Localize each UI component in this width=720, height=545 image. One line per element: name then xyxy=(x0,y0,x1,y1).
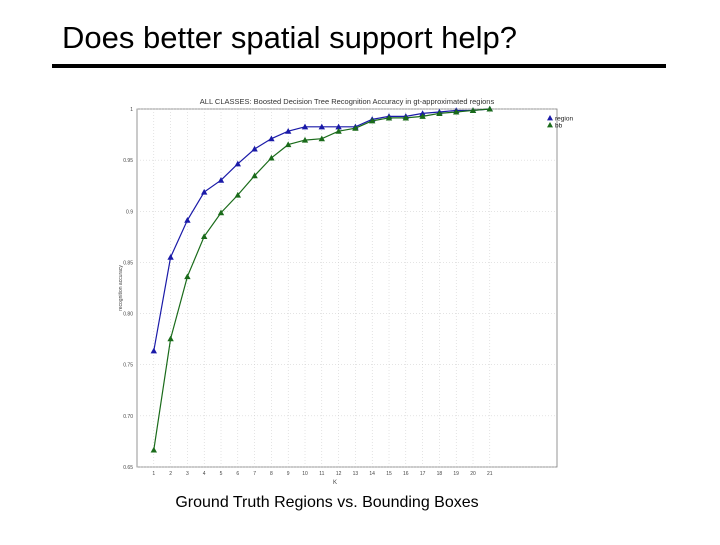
data-point-region xyxy=(301,123,309,130)
data-point-bb xyxy=(419,113,426,119)
data-point-bb xyxy=(285,141,292,148)
chart-title: ALL CLASSES: Boosted Decision Tree Recog… xyxy=(200,97,495,106)
legend-label-bb: bb xyxy=(555,123,563,130)
data-point-region xyxy=(234,160,241,167)
x-tick-label: 10 xyxy=(302,471,308,477)
x-tick-label: 5 xyxy=(220,471,223,477)
data-point-region xyxy=(268,135,275,142)
data-point-bb xyxy=(234,191,241,198)
y-axis-label: recognition accuracy xyxy=(118,265,124,311)
x-tick-label: 7 xyxy=(253,471,256,477)
data-point-bb xyxy=(369,117,376,124)
data-point-region xyxy=(318,123,325,130)
x-tick-label: 21 xyxy=(487,471,493,477)
x-tick-label: 16 xyxy=(403,471,409,477)
y-tick-label: 0.65 xyxy=(123,465,133,471)
data-point-bb xyxy=(301,136,309,143)
data-point-bb xyxy=(217,209,225,216)
data-point-bb xyxy=(385,114,393,121)
grid-lines xyxy=(137,108,557,468)
y-tick-label: 0.70 xyxy=(123,414,133,420)
y-tick-label: 0.80 xyxy=(123,312,133,318)
plot-area xyxy=(136,108,558,468)
data-point-bb xyxy=(184,273,191,280)
x-tick-label: 15 xyxy=(386,471,392,477)
y-tick-label: 0.75 xyxy=(123,363,133,369)
slide-title: Does better spatial support help? xyxy=(62,20,517,55)
x-tick-label: 13 xyxy=(353,471,359,477)
data-point-bb xyxy=(469,107,477,113)
x-tick-label: 11 xyxy=(319,471,324,477)
data-point-bb xyxy=(352,125,359,131)
data-point-bb xyxy=(486,105,493,112)
data-point-region xyxy=(419,110,426,116)
data-point-bb xyxy=(268,154,275,161)
data-point-region xyxy=(167,254,174,260)
x-tick-label: 4 xyxy=(203,471,206,477)
data-point-bb xyxy=(167,335,174,342)
data-point-bb xyxy=(335,127,342,134)
x-tick-label: 14 xyxy=(369,471,375,477)
y-tick-label: 1 xyxy=(130,107,133,113)
x-tick-label: 20 xyxy=(470,471,476,477)
data-point-region xyxy=(201,188,208,195)
data-point-bb xyxy=(453,108,460,115)
x-tick-label: 2 xyxy=(169,471,172,477)
y-tick-labels: 0.65 0.70 0.75 0.80 0.85 0.9 0.95 1 xyxy=(123,107,133,471)
x-tick-label: 18 xyxy=(437,471,443,477)
x-tick-label: 8 xyxy=(270,471,273,477)
data-point-bb xyxy=(150,446,157,453)
data-point-region xyxy=(251,145,258,152)
x-tick-label: 9 xyxy=(287,471,290,477)
data-point-bb xyxy=(251,172,258,179)
y-tick-label: 0.85 xyxy=(123,260,133,266)
data-point-region xyxy=(285,127,292,134)
x-axis-label: K xyxy=(333,480,337,486)
legend-marker-bb xyxy=(547,122,553,128)
x-tick-label: 19 xyxy=(453,471,459,477)
data-point-region xyxy=(150,347,157,354)
legend-label-region: region xyxy=(555,116,573,123)
series-group xyxy=(150,105,493,453)
slide-caption: Ground Truth Regions vs. Bounding Boxes xyxy=(175,494,479,511)
title-underline xyxy=(52,64,666,68)
data-point-bb xyxy=(402,114,409,121)
data-point-bb xyxy=(436,110,443,116)
y-tick-label: 0.95 xyxy=(123,158,133,164)
legend-marker-region xyxy=(547,115,553,121)
data-point-region xyxy=(217,176,225,183)
x-tick-label: 6 xyxy=(236,471,239,477)
x-tick-label: 3 xyxy=(186,471,189,477)
y-tick-label: 0.9 xyxy=(126,209,133,215)
x-tick-labels: 1 2 3 4 5 6 7 8 9 10 11 12 13 14 15 16 17 18 19 20 21 xyxy=(152,471,492,477)
x-tick-label: 1 xyxy=(152,471,155,477)
data-point-region xyxy=(335,123,342,130)
x-tick-label: 12 xyxy=(336,471,342,477)
data-point-bb xyxy=(318,135,325,142)
data-point-bb xyxy=(201,233,208,240)
x-tick-label: 17 xyxy=(420,471,426,477)
data-point-region xyxy=(184,216,191,223)
